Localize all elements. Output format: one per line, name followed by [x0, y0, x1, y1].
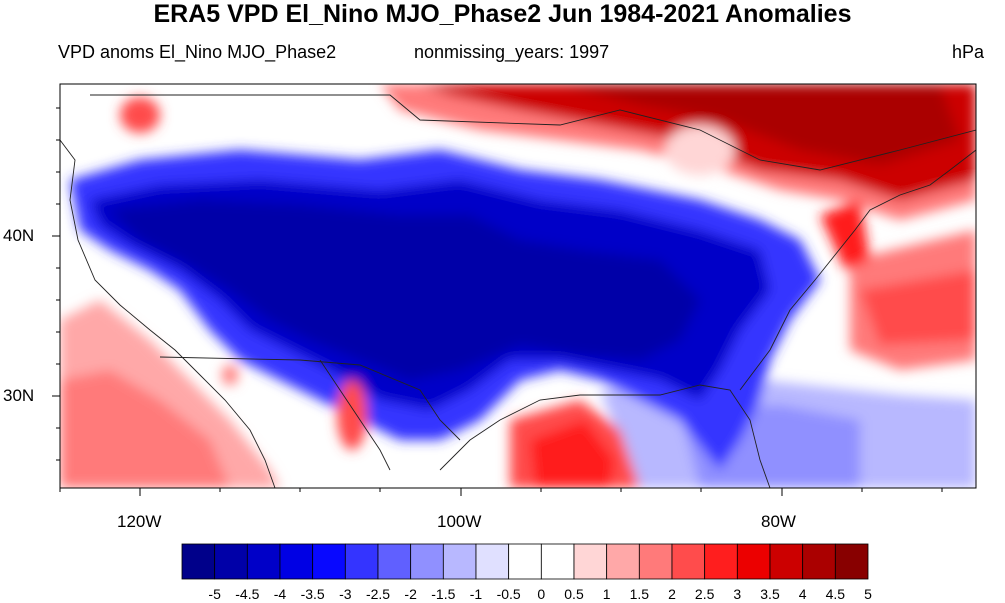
colorbar-tick-label: 3.5 [760, 586, 780, 602]
colorbar-swatch [638, 543, 673, 580]
pacific-positive-core [60, 370, 230, 488]
colorbar-tick-label: 1 [602, 586, 611, 602]
lat-label-40n: 40N [3, 226, 35, 245]
us-canada-border [90, 94, 976, 171]
units-label: hPa [952, 42, 985, 62]
colorbar-tick-label: -2 [404, 586, 417, 602]
colorbar-swatch [279, 543, 314, 580]
baja-positive [337, 380, 367, 450]
colorbar-swatch [181, 543, 216, 580]
colorbar-swatch [540, 543, 575, 580]
colorbar-tick-label: 3 [733, 586, 742, 602]
atlantic-coastline [739, 149, 976, 391]
colorbar-swatch [246, 543, 281, 580]
north-positive-core [560, 84, 960, 165]
colorbar-tick-label: 0.5 [564, 586, 584, 602]
gulf-of-california-coast [319, 359, 391, 471]
us-mexico-border [159, 356, 461, 441]
mexico-positive-spot [222, 365, 238, 385]
colorbar-swatch [508, 543, 542, 580]
colorbar-swatch [802, 543, 836, 580]
anomaly-field [60, 84, 976, 488]
lon-label-80w: 80W [761, 512, 796, 531]
colorbar-tick-label: 5 [864, 586, 872, 602]
colorbar-swatch [573, 543, 608, 580]
colorbar-swatch [606, 543, 640, 580]
colorbar-swatch [442, 543, 477, 580]
colorbar-tick-label: 2.5 [694, 586, 715, 602]
map-frame [59, 83, 977, 489]
gulf-positive-core [530, 420, 615, 488]
colorbar-tick-label: -1 [469, 586, 483, 602]
colorbar-swatch [671, 543, 706, 580]
conus-negative-core [110, 200, 700, 380]
colorbar-swatch [834, 543, 869, 580]
axis-ticks [52, 107, 943, 496]
colorbar-tick-label: 4 [798, 586, 807, 602]
colorbar-swatch [769, 543, 804, 580]
colorbar-swatch [344, 543, 379, 580]
atlantic-positive-core [860, 270, 976, 345]
colorbar [181, 543, 869, 580]
gulf-coastline [439, 384, 771, 488]
colorbar-swatch [736, 543, 771, 580]
colorbar-swatch [704, 543, 738, 580]
colorbar-tick-label: 2 [668, 586, 676, 602]
colorbar-swatch [377, 543, 412, 580]
mid-atlantic-positive [820, 200, 870, 270]
colorbar-tick-label: -3 [339, 586, 352, 602]
great-lakes-light [665, 125, 735, 175]
colorbar-swatch [410, 543, 444, 580]
colorbar-tick-label: -4 [273, 586, 287, 602]
colorbar-tick-label: -5 [208, 586, 221, 602]
boundary-lines [60, 94, 976, 488]
colorbar-swatch [475, 543, 510, 580]
colorbar-tick-label: -3.5 [300, 586, 325, 602]
pacific-nw-positive [120, 97, 160, 133]
pacific-coastline [60, 139, 276, 488]
colorbar-tick-label: 0 [537, 586, 546, 602]
colorbar-swatch [312, 543, 346, 580]
colorbar-swatch [214, 543, 248, 580]
colorbar-tick-label: -0.5 [496, 586, 521, 602]
subtitle-left: VPD anoms El_Nino MJO_Phase2 [58, 42, 337, 62]
lat-label-30n: 30N [3, 386, 35, 405]
colorbar-tick-label: -4.5 [235, 586, 260, 602]
lon-label-120w: 120W [117, 512, 162, 531]
colorbar-tick-label: -2.5 [365, 586, 391, 602]
subtitle-center: nonmissing_years: 1997 [414, 42, 610, 62]
colorbar-tick-label: 1.5 [629, 586, 650, 602]
colorbar-tick-label: -1.5 [431, 586, 456, 602]
map-title: ERA5 VPD El_Nino MJO_Phase2 Jun 1984-202… [153, 0, 852, 28]
lon-label-100w: 100W [437, 512, 482, 531]
colorbar-tick-label: 4.5 [825, 586, 846, 602]
